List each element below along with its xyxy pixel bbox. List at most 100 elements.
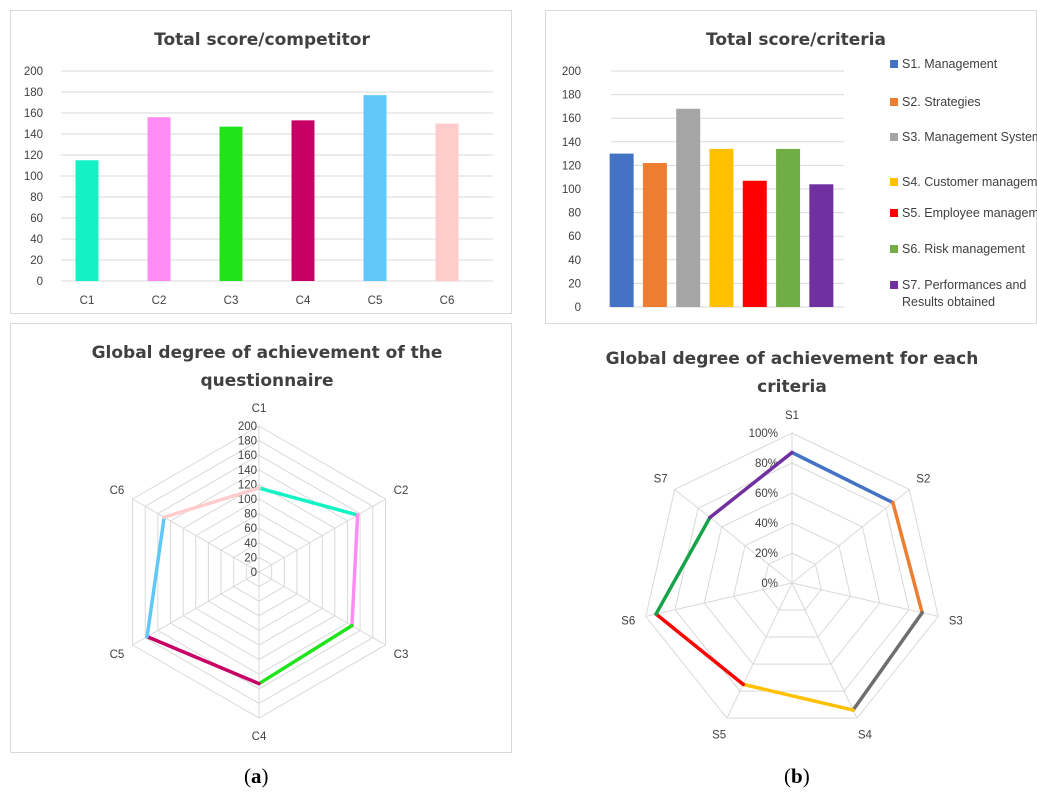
y-tick-label: 200 xyxy=(24,66,43,78)
chart-bl-svg: Global degree of achievement of the quest… xyxy=(92,343,443,743)
radar-series-segment xyxy=(654,612,745,687)
x-tick-label: C3 xyxy=(224,295,239,307)
radar-gridline xyxy=(674,462,910,692)
r-tick-label: 60 xyxy=(244,523,257,535)
y-tick-label: 60 xyxy=(30,213,43,225)
chart-title: Global degree of achievement for each cri… xyxy=(606,349,979,397)
legend-item: S4. Customer management xyxy=(890,174,1037,191)
chart-title-line: Global degree of achievement for each xyxy=(606,349,979,369)
y-tick-label: 120 xyxy=(562,160,581,172)
axis-label: C5 xyxy=(110,649,125,661)
chart-title: Global degree of achievement of the quest… xyxy=(92,343,443,391)
legend: S1. Management S2. Strategies S3. Manageme… xyxy=(890,11,1037,325)
radar-spoke xyxy=(258,498,386,573)
radar-series-segment xyxy=(891,500,924,615)
radar-series-segment xyxy=(350,513,360,628)
radar-series-segment xyxy=(145,634,261,686)
radar-series-segment xyxy=(708,450,794,520)
radar-spoke xyxy=(791,582,939,617)
r-tick-label: 0 xyxy=(251,567,257,579)
axis-label: C4 xyxy=(252,731,267,743)
y-tick-label: 100 xyxy=(562,184,581,196)
legend-label: S3. Management Systems xyxy=(902,130,1037,144)
radar-spoke xyxy=(726,582,793,719)
y-tick-label: 160 xyxy=(562,113,581,125)
r-tick-label: 40 xyxy=(244,538,257,550)
r-tick-label: 200 xyxy=(238,421,257,433)
radar-gridline xyxy=(762,552,822,611)
y-tick-label: 120 xyxy=(24,150,43,162)
y-tick-label: 80 xyxy=(568,208,581,220)
legend-swatch xyxy=(890,178,898,186)
chart-achievement-criteria: Global degree of achievement for each cri… xyxy=(545,330,1037,754)
bar xyxy=(776,148,801,307)
x-tick-label: C5 xyxy=(368,295,383,307)
legend-item: S2. Strategies xyxy=(890,94,1037,111)
bar xyxy=(676,108,701,307)
r-tick-label: 40% xyxy=(755,518,778,530)
radar-gridline xyxy=(732,522,852,638)
legend-swatch xyxy=(890,60,898,68)
bar xyxy=(809,184,834,307)
chart-title-line: criteria xyxy=(757,377,827,397)
bar xyxy=(742,180,767,307)
y-tick-label: 60 xyxy=(568,231,581,243)
legend-item: S1. Management xyxy=(890,56,1037,73)
chart-br-svg: Global degree of achievement for each cri… xyxy=(606,349,979,741)
r-tick-label: 180 xyxy=(238,436,257,448)
legend-item: S7. Performances and Results obtained xyxy=(890,277,1037,311)
radar-series-segment xyxy=(741,682,855,712)
y-tick-label: 180 xyxy=(562,90,581,102)
legend-swatch xyxy=(890,209,898,217)
x-tick-label: C1 xyxy=(80,295,95,307)
legend-label: S7. Performances and Results obtained xyxy=(902,278,1027,309)
radar-spoke xyxy=(258,571,386,646)
y-tick-label: 80 xyxy=(30,192,43,204)
legend-item: S6. Risk management xyxy=(890,241,1037,258)
legend-label: S1. Management xyxy=(902,57,998,71)
legend-swatch xyxy=(890,98,898,106)
legend-swatch xyxy=(890,245,898,253)
y-tick-label: 20 xyxy=(30,255,43,267)
legend-label: S4. Customer management xyxy=(902,175,1037,189)
y-tick-label: 200 xyxy=(562,66,581,78)
radar-gridline xyxy=(703,492,881,665)
radar-series-segment xyxy=(257,623,354,686)
y-tick-label: 140 xyxy=(562,137,581,149)
r-tick-label: 100% xyxy=(749,428,778,440)
legend-item: S5. Employee management xyxy=(890,205,1037,222)
radar-spoke xyxy=(791,582,858,719)
chart-tl-svg: Total score/competitor 0 20 40 60 80 100 120 140… xyxy=(24,30,493,307)
bar xyxy=(219,126,243,282)
radar-spoke xyxy=(132,571,260,646)
axis-label: S1 xyxy=(785,410,799,422)
radar-spoke xyxy=(791,489,910,584)
r-tick-label: 140 xyxy=(238,465,257,477)
caption-b: (b) xyxy=(784,764,810,788)
r-tick-label: 100 xyxy=(238,494,257,506)
bar xyxy=(435,123,459,281)
chart-achievement-questionnaire: Global degree of achievement of the quest… xyxy=(10,323,512,753)
y-tick-label: 160 xyxy=(24,108,43,120)
bar xyxy=(642,163,667,307)
axis-label: C3 xyxy=(394,649,409,661)
radar-gridline xyxy=(645,432,939,719)
y-tick-label: 100 xyxy=(24,171,43,183)
chart-total-score-competitor: Total score/competitor 0 20 40 60 80 100 120 140… xyxy=(10,10,512,314)
x-tick-label: C6 xyxy=(440,295,455,307)
bar xyxy=(363,95,387,282)
radar-spoke xyxy=(674,489,793,584)
radar-series-segment xyxy=(654,515,712,616)
bar xyxy=(75,160,99,281)
r-tick-label: 80 xyxy=(244,509,257,521)
radar-series-segment xyxy=(257,486,360,517)
axis-label: S6 xyxy=(621,615,635,627)
legend-label: S6. Risk management xyxy=(902,242,1025,256)
bar xyxy=(291,120,315,281)
axis-label: S4 xyxy=(858,729,873,741)
radar-spoke xyxy=(132,498,260,573)
radar-spoke xyxy=(645,582,793,617)
r-tick-label: 60% xyxy=(755,488,778,500)
r-tick-label: 160 xyxy=(238,450,257,462)
axis-label: C1 xyxy=(252,403,267,415)
